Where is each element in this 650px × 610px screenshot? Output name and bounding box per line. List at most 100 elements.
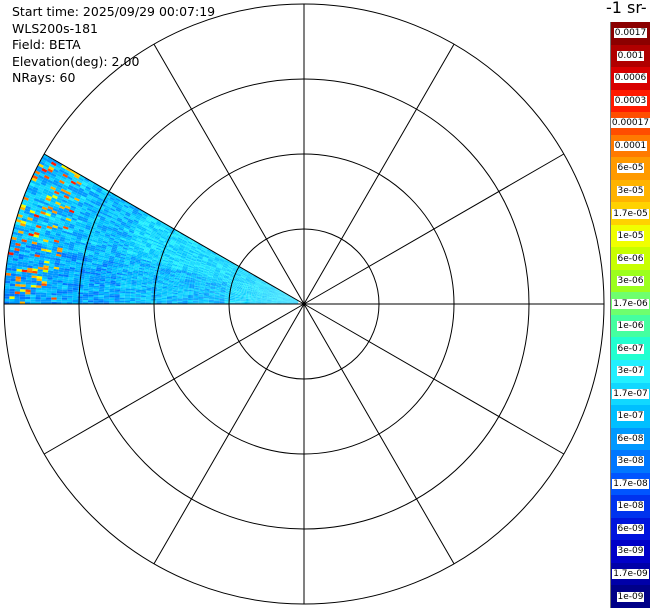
sector-cell (135, 214, 142, 219)
sector-cell (90, 272, 96, 275)
sector-cell (292, 302, 298, 304)
sector-cell (22, 198, 28, 204)
sector-cell (247, 274, 253, 277)
sector-cell (288, 298, 294, 301)
sector-cell (208, 257, 214, 261)
sector-cell (59, 220, 65, 224)
sector-cell (182, 299, 188, 301)
sector-cell (184, 259, 191, 263)
sector-cell (194, 285, 200, 288)
sector-cell (261, 296, 267, 299)
sector-cell (242, 271, 248, 275)
sector-cell (177, 298, 183, 300)
sector-cell (73, 186, 79, 192)
sector-cell (182, 239, 188, 243)
sector-cell (117, 217, 123, 221)
sector-cell (145, 219, 151, 224)
sector-cell (114, 237, 121, 241)
sector-cell (141, 258, 147, 262)
sector-cell (50, 252, 57, 256)
sector-cell (102, 263, 108, 266)
sector-cell (192, 255, 198, 259)
sector-cell (41, 208, 47, 213)
sector-cell (173, 233, 179, 238)
sector-cell (172, 289, 179, 291)
sector-cell (124, 297, 131, 300)
sector-cell (177, 290, 184, 293)
sector-cell (76, 205, 82, 210)
sector-cell (71, 217, 78, 222)
sector-cell (229, 302, 235, 303)
sector-cell (111, 270, 118, 273)
sector-cell (261, 280, 267, 284)
sector-cell (77, 215, 84, 220)
sector-cell (186, 273, 192, 276)
sector-cell (238, 268, 244, 272)
sector-cell (94, 282, 100, 285)
sector-cell (98, 256, 104, 260)
sector-cell (221, 284, 227, 287)
sector-cell (108, 257, 115, 261)
sector-cell (125, 291, 131, 294)
sector-cell (197, 244, 203, 248)
sector-cell (88, 250, 95, 254)
sector-cell (39, 233, 45, 237)
sector-cell (109, 285, 116, 288)
sector-cell (67, 229, 73, 234)
sector-cell (278, 295, 284, 298)
sector-cell (216, 265, 222, 269)
sector-cell (123, 204, 129, 209)
sector-cell (230, 296, 236, 298)
sector-cell (240, 302, 246, 304)
sector-cell (34, 251, 41, 256)
sector-cell (77, 300, 83, 303)
sector-cell (161, 300, 167, 302)
sector-cell (235, 302, 241, 303)
azimuth-spoke (303, 153, 565, 305)
sector-cell (158, 228, 164, 233)
sector-cell (130, 256, 137, 259)
sector-cell (86, 222, 92, 227)
sector-cell (65, 261, 71, 265)
sector-cell (248, 273, 253, 277)
sector-cell (193, 241, 199, 246)
sector-cell (141, 226, 147, 231)
sector-cell (282, 301, 288, 303)
sector-cell (30, 294, 36, 297)
sector-cell (201, 259, 207, 263)
sector-cell (55, 257, 61, 261)
sector-cell (259, 285, 265, 288)
sector-cell (42, 239, 49, 243)
sector-cell (282, 299, 288, 301)
sector-cell (288, 298, 294, 301)
sector-cell (264, 286, 270, 289)
sector-cell (193, 294, 199, 296)
sector-cell (235, 296, 241, 298)
sector-cell (62, 282, 68, 286)
sector-cell (225, 270, 231, 274)
sector-cell (54, 218, 61, 223)
sector-cell (265, 285, 271, 288)
sector-cell (18, 230, 24, 234)
sector-cell (230, 295, 236, 297)
sector-cell (88, 287, 94, 290)
sector-cell (209, 294, 215, 297)
sector-cell (265, 284, 271, 288)
sector-cell (117, 230, 123, 235)
sector-cell (142, 238, 148, 243)
sector-cell (189, 284, 195, 287)
sector-cell (288, 299, 294, 301)
sector-cell (289, 296, 294, 299)
sector-cell (115, 284, 121, 287)
sector-cell (274, 290, 280, 293)
sector-cell (283, 295, 289, 298)
sector-cell (149, 223, 155, 228)
sector-cell (43, 201, 50, 206)
sector-cell (161, 233, 168, 237)
colorbar-label: 1e-06 (616, 321, 645, 332)
sector-cell (261, 300, 267, 302)
sector-cell (288, 298, 294, 301)
sector-cell (148, 225, 154, 229)
sector-cell (168, 243, 174, 248)
azimuth-spoke (303, 43, 455, 305)
